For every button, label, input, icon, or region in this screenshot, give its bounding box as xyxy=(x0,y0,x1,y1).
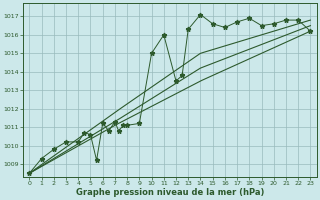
X-axis label: Graphe pression niveau de la mer (hPa): Graphe pression niveau de la mer (hPa) xyxy=(76,188,264,197)
